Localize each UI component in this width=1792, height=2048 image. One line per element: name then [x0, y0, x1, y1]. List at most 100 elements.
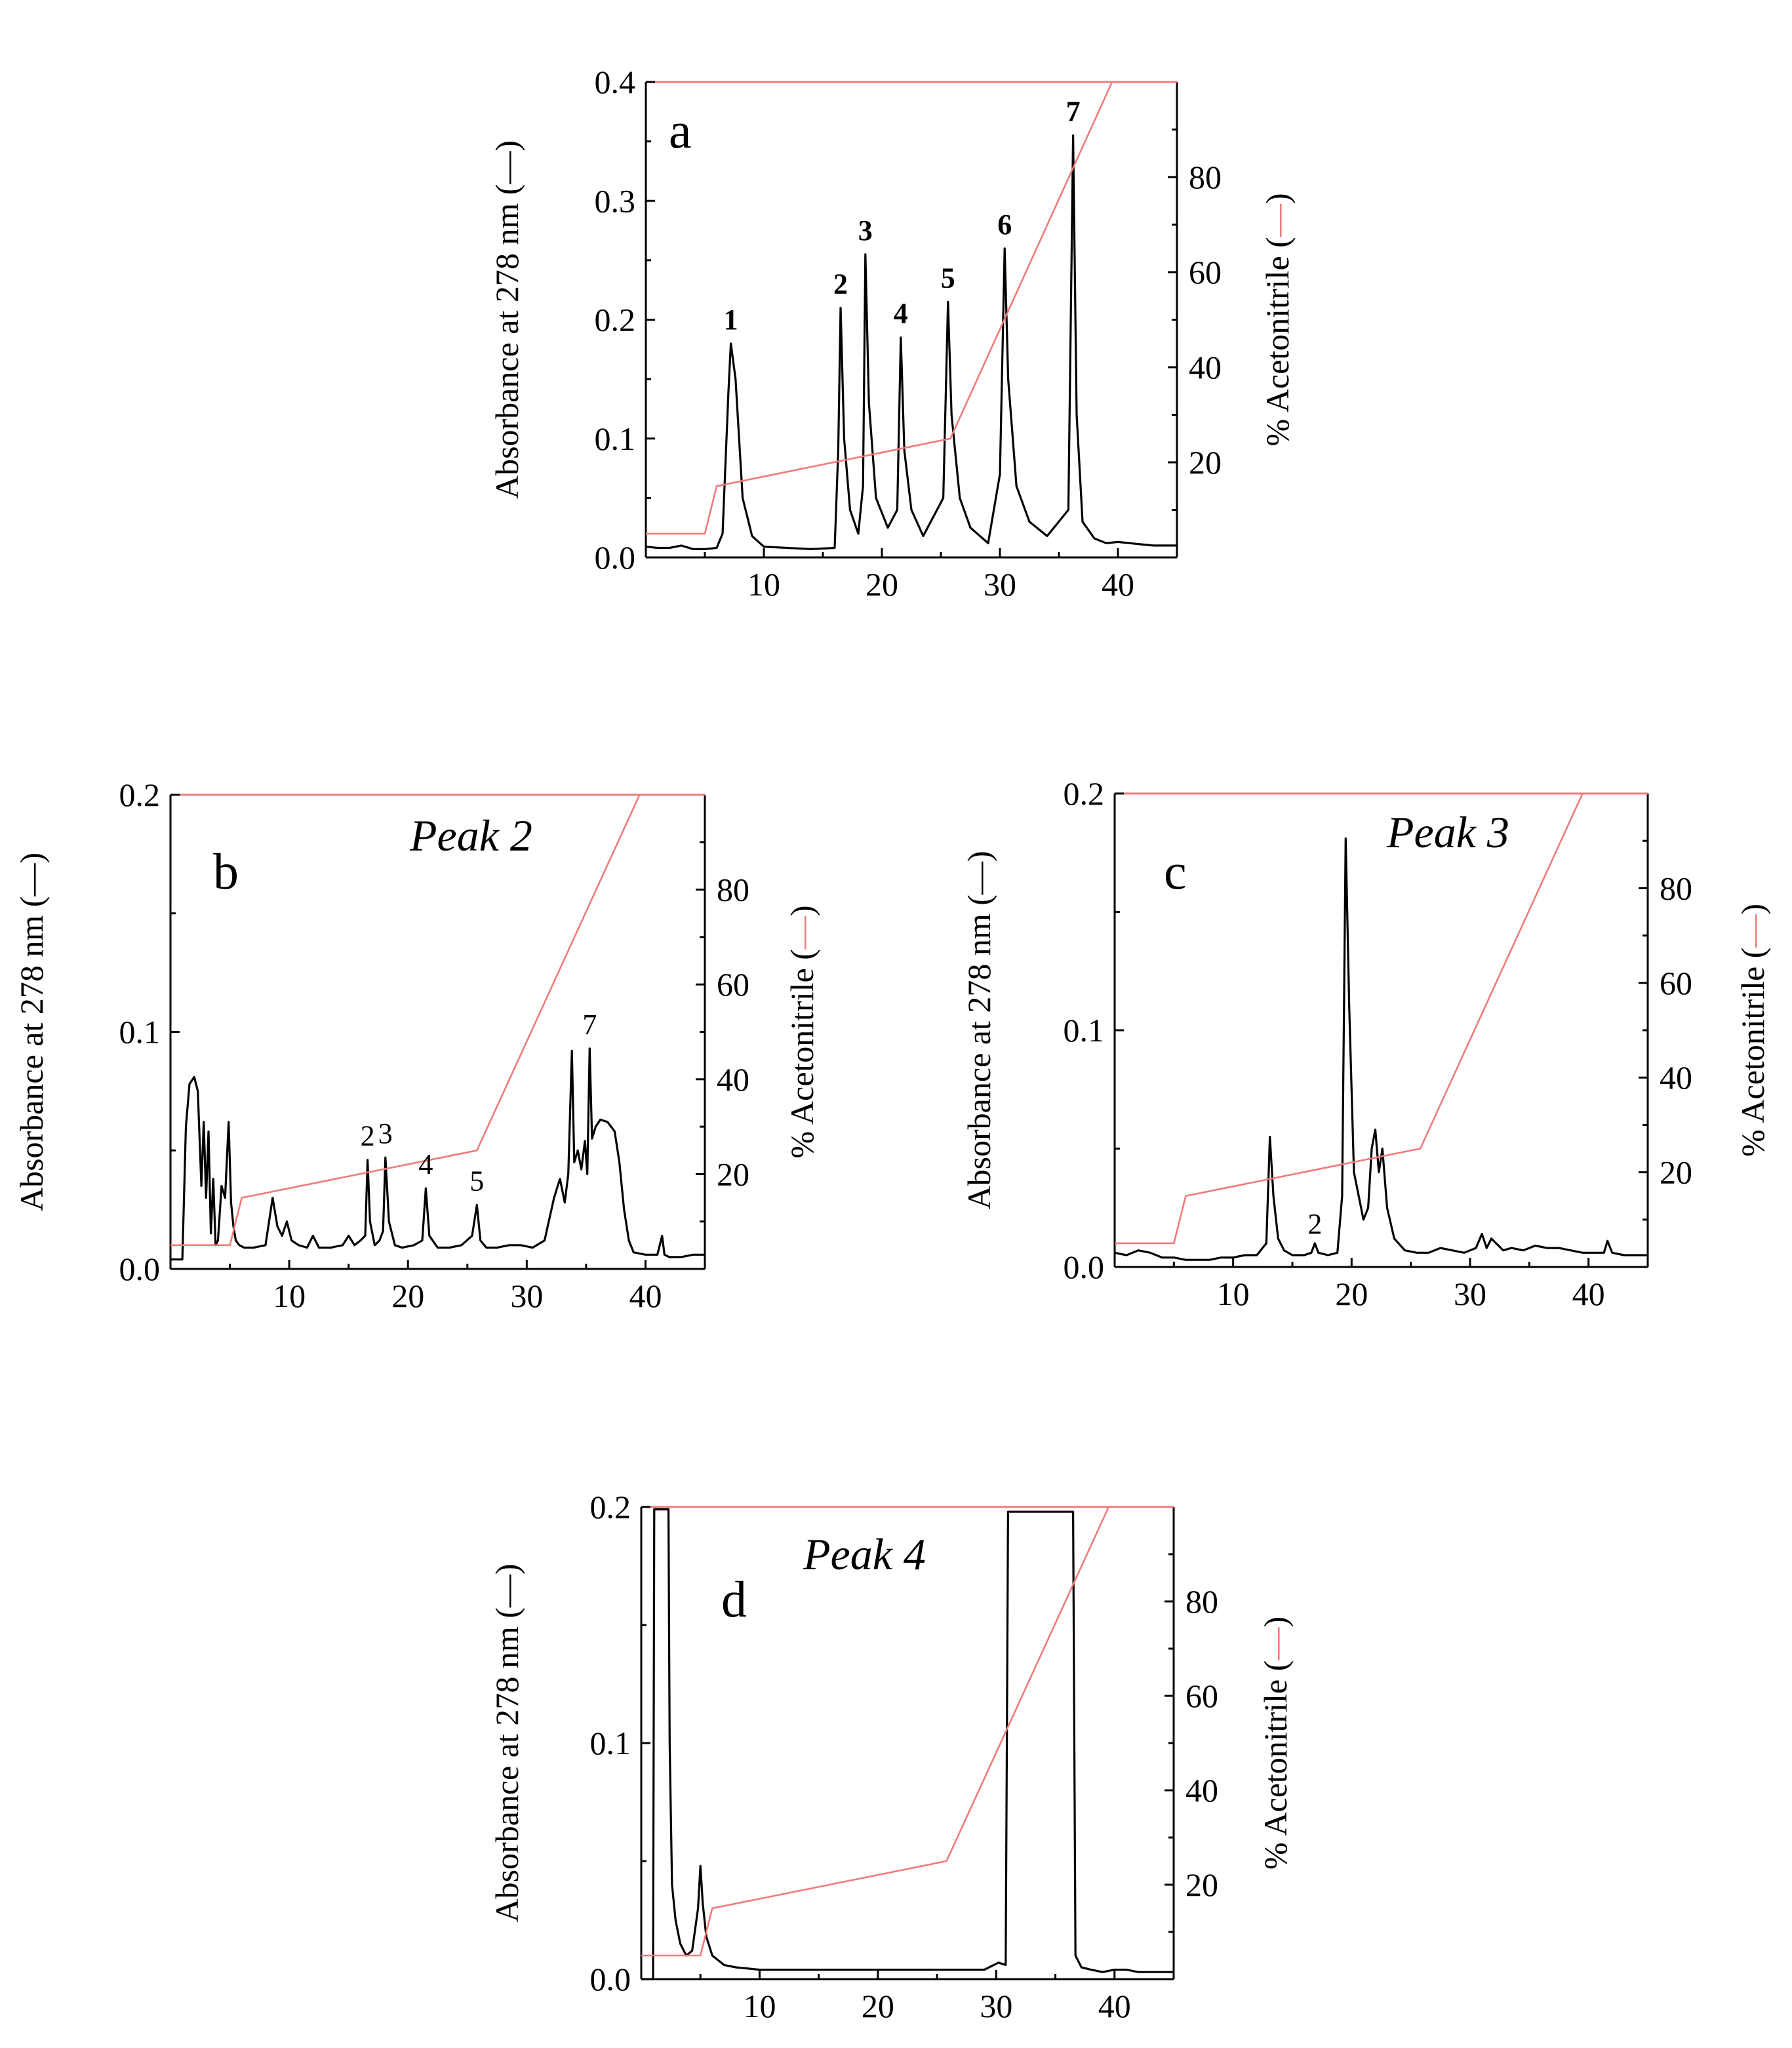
y-right-axis-label: % Acetonitrile (—): [784, 906, 820, 1159]
x-tick-label: 10: [747, 566, 780, 603]
x-tick-label: 10: [273, 1277, 306, 1314]
y-tick-label: 0.2: [1064, 775, 1105, 812]
panel-a: 10 20 30 400.00.10.20.30.4204060801234567aA…: [488, 64, 1296, 603]
x-tick-label: 40: [1098, 1988, 1131, 2024]
y-right-tick-label: 80: [717, 872, 749, 908]
peak-label: 5: [941, 262, 955, 294]
y-axis-label-text: Absorbance at 278 nm (: [488, 1607, 525, 1922]
y-right-tick-label: 40: [1660, 1059, 1692, 1096]
y-right-tick-label: 20: [1185, 1866, 1218, 1903]
y-right-tick-label: 40: [1185, 1772, 1218, 1809]
y-right-axis-label-text: % Acetonitrile (: [1734, 948, 1771, 1157]
y-tick-label: 0.0: [119, 1251, 161, 1287]
y-axis-label: Absorbance at 278 nm (—): [488, 1563, 525, 1922]
y-tick-label: 0.2: [595, 302, 636, 338]
y-tick-label: 0.4: [595, 64, 636, 100]
legend-black-line: —: [13, 863, 50, 897]
peak-label: 3: [378, 1117, 393, 1150]
y-right-axis-label: % Acetonitrile (—): [1734, 904, 1771, 1157]
y-right-tick-label: 20: [1189, 444, 1222, 481]
x-tick-label: 20: [391, 1277, 424, 1314]
y-axis-label: Absorbance at 278 nm (—): [961, 851, 997, 1209]
legend-red-line: —: [1257, 1627, 1294, 1661]
y-right-tick-label: 80: [1185, 1583, 1218, 1620]
y-right-tick-label: 80: [1660, 870, 1692, 906]
y-right-tick-label: 60: [1660, 965, 1692, 1001]
panel-d: 10 20 30 40 0.0 0.1 0.2 20 40 60 80 d Peak 4 Absorban…: [488, 1489, 1294, 2024]
y-axis-label-text: Absorbance at 278 nm (: [488, 184, 525, 499]
y-tick-label: 0.2: [119, 776, 161, 813]
x-tick-label: 10: [1217, 1275, 1250, 1312]
y-tick-label: 0.1: [119, 1014, 161, 1051]
peak-label: 7: [1066, 96, 1081, 128]
y-right-axis-label: % Acetonitrile (—): [1259, 193, 1296, 447]
absorbance-trace-line: [170, 1047, 705, 1261]
y-right-tick-label: 60: [717, 966, 749, 1003]
panel-c: 10 20 30 40 0.0 0.1 0.2 20 40 60 80 2 c Peak 3 Absorba…: [961, 775, 1771, 1312]
panel-title: Peak 4: [803, 1529, 926, 1579]
y-right-axis-label-close: ): [784, 906, 820, 917]
x-tick-label: 40: [629, 1277, 662, 1314]
y-right-tick-label: 20: [717, 1155, 749, 1192]
x-tick-label: 30: [984, 566, 1016, 603]
x-tick-label: 20: [866, 566, 898, 603]
panel-title: Peak 3: [1386, 807, 1509, 857]
y-right-axis-label-close: ): [1257, 1616, 1294, 1628]
peak-label: 6: [997, 209, 1012, 241]
absorbance-trace-line: [1114, 837, 1648, 1261]
acetonitrile-gradient-line: [1115, 792, 1648, 1245]
panel-title: Peak 2: [409, 811, 532, 860]
y-axis-label: Absorbance at 278 nm (—): [13, 853, 50, 1211]
legend-red-line: —: [1259, 203, 1296, 237]
x-tick-label: 30: [1454, 1275, 1486, 1312]
acetonitrile-gradient-line: [641, 1506, 1174, 1957]
peak-label: 2: [1307, 1208, 1322, 1240]
y-tick-label: 0.2: [590, 1489, 631, 1525]
y-axis-label: Absorbance at 278 nm (—): [488, 140, 525, 499]
peak-label: 2: [361, 1120, 375, 1152]
x-tick-label: 40: [1102, 566, 1134, 603]
legend-red-line: —: [1734, 914, 1771, 948]
y-tick-label: 0.0: [595, 539, 636, 576]
y-right-axis-label-close: ): [1734, 904, 1771, 915]
peak-label: 2: [833, 268, 848, 300]
peak-label: 4: [894, 298, 908, 330]
legend-black-line: —: [488, 151, 525, 185]
panel-letter: c: [1164, 843, 1187, 900]
y-tick-label: 0.3: [595, 182, 636, 219]
peak-label: 4: [418, 1148, 433, 1180]
y-right-axis-label-text: % Acetonitrile (: [784, 949, 820, 1158]
y-axis-label-close: ): [13, 853, 50, 864]
legend-black-line: —: [488, 1574, 525, 1608]
y-right-axis-label-text: % Acetonitrile (: [1257, 1660, 1294, 1870]
x-tick-label: 20: [862, 1988, 894, 2024]
peak-label: 3: [858, 214, 873, 247]
y-axis-label-close: ): [961, 851, 997, 862]
y-right-tick-label: 20: [1660, 1154, 1692, 1191]
x-tick-label: 30: [510, 1277, 543, 1314]
legend-black-line: —: [961, 861, 997, 895]
y-right-tick-label: 40: [717, 1061, 749, 1098]
x-tick-label: 20: [1335, 1275, 1368, 1312]
y-axis-label-close: ): [488, 1563, 525, 1575]
y-right-tick-label: 60: [1189, 254, 1222, 291]
y-right-axis-label: % Acetonitrile (—): [1257, 1616, 1294, 1870]
y-tick-label: 0.1: [1064, 1012, 1105, 1049]
acetonitrile-gradient-line: [170, 793, 705, 1247]
legend-red-line: —: [784, 915, 820, 950]
absorbance-trace-line: [641, 1508, 1174, 1980]
peak-label: 7: [582, 1009, 597, 1041]
panel-b: 10 20 30 40 0.0 0.1 0.2 20 40 60 80 2 34 5 7 b Peak 2 Abs…: [13, 776, 820, 1314]
absorbance-trace-line: [645, 134, 1177, 550]
y-right-tick-label: 40: [1189, 349, 1222, 386]
peak-label: 1: [724, 304, 738, 336]
panel-letter: b: [213, 843, 239, 900]
x-tick-label: 10: [743, 1988, 776, 2024]
acetonitrile-gradient-line: [646, 81, 1177, 535]
x-tick-label: 40: [1572, 1275, 1605, 1312]
y-tick-label: 0.0: [1064, 1249, 1105, 1285]
panel-letter: a: [669, 102, 692, 159]
y-tick-label: 0.1: [595, 420, 636, 457]
y-axis-label-text: Absorbance at 278 nm (: [961, 894, 997, 1209]
